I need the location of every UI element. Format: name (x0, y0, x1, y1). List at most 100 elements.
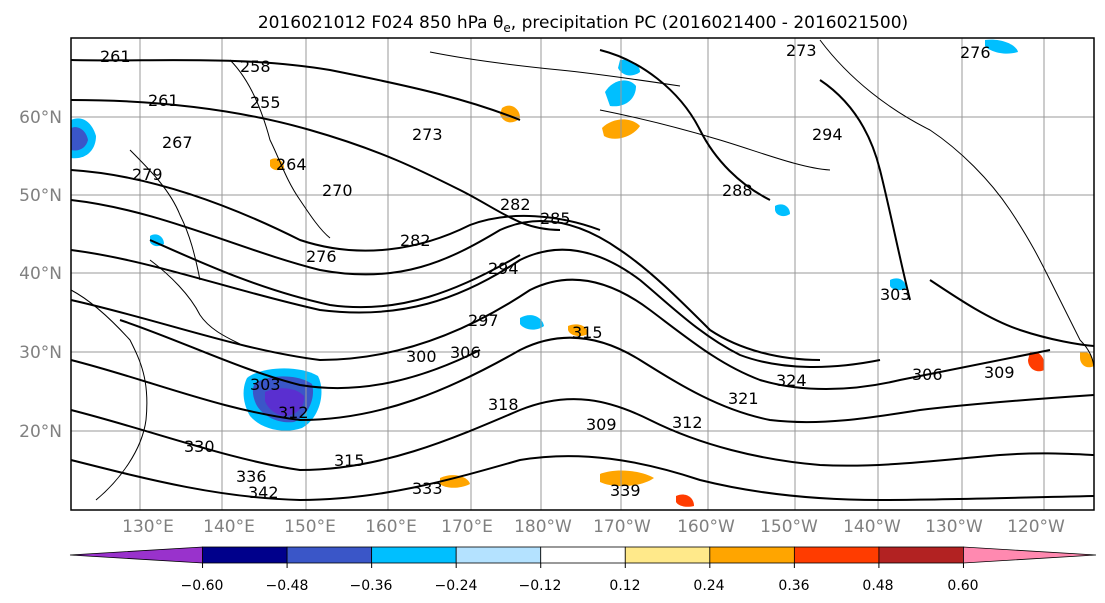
lon-tick-label: 150°E (284, 517, 336, 537)
colorbar-tick-label: −0.48 (266, 578, 309, 594)
lon-tick-label: 180°W (514, 517, 572, 537)
lat-tick-label: 40°N (19, 264, 62, 284)
contour-288 (149, 239, 521, 309)
map-title: 2016021012 F024 850 hPa θe, precipitatio… (258, 13, 908, 35)
colorbar-segment (540, 546, 626, 564)
colorbar-tick-label: 0.24 (693, 578, 724, 594)
contour-label: 273 (412, 125, 443, 144)
precip-blob-far-west-core (71, 127, 88, 151)
contour-306 (70, 278, 1051, 390)
contour-267 (70, 99, 561, 231)
contour-label: 261 (100, 47, 131, 66)
contour-273 (599, 49, 771, 201)
contour-294-east (819, 79, 911, 301)
contour-label: 312 (672, 413, 703, 432)
contour-label: 267 (162, 133, 193, 152)
contour-label: 279 (132, 165, 163, 184)
contour-label: 255 (250, 93, 281, 112)
coast-alaska-bc (819, 39, 1051, 281)
lon-tick-label: 140°E (203, 517, 255, 537)
contour-label: 303 (880, 285, 911, 304)
contour-label: 276 (306, 247, 337, 266)
contour-261 (70, 59, 521, 121)
precip-blob-south-positive-2 (440, 475, 470, 488)
colorbar-segment (371, 546, 457, 564)
contour-300 (119, 319, 481, 390)
precip-blob-south-edge (676, 494, 694, 507)
contour-label: 321 (728, 389, 759, 408)
colorbar-segment (286, 546, 373, 564)
contour-282 (70, 199, 821, 361)
colorbar-tick-label: −0.12 (519, 578, 562, 594)
precip-blob-central-negative (520, 315, 544, 330)
map-area: 261 258 255 261 267 264 273 270 279 276 … (70, 37, 1095, 511)
colorbar-tick-labels: −0.60 −0.48 −0.36 −0.24 −0.12 0.12 0.24 … (181, 578, 979, 594)
colorbar-segments (69, 546, 1097, 564)
lon-tick-label: 140°W (843, 517, 901, 537)
lon-tick-label: 160°W (677, 517, 735, 537)
contour-303-east (929, 279, 1095, 347)
contour-label: 315 (334, 451, 365, 470)
precip-blob-central-positive (568, 324, 588, 337)
theta-e-contours (70, 49, 1095, 502)
colorbar-segment (202, 546, 288, 564)
map-frame (70, 37, 1095, 511)
contour-labels: 261 258 255 261 267 264 273 270 279 276 … (100, 41, 1015, 502)
contour-label: 264 (276, 155, 307, 174)
lon-tick-label: 170°E (441, 517, 493, 537)
colorbar-segment (69, 546, 203, 564)
contour-label: 342 (248, 483, 279, 502)
contour-label: 309 (984, 363, 1015, 382)
contour-label: 333 (412, 479, 443, 498)
contour-label: 294 (812, 125, 843, 144)
lon-tick-label: 130°E (122, 517, 174, 537)
contour-label: 300 (406, 347, 437, 366)
colorbar: −0.60 −0.48 −0.36 −0.24 −0.12 0.12 0.24 … (69, 546, 1097, 594)
precip-blob-mid-negative (775, 204, 790, 217)
precip-blob-east-negative (890, 278, 906, 291)
contour-333 (70, 455, 1095, 502)
contour-label: 297 (468, 311, 499, 330)
colorbar-segment (709, 546, 795, 564)
contour-label: 318 (488, 395, 519, 414)
contour-label: 306 (912, 365, 943, 384)
precipitation-shading (71, 39, 1094, 507)
coast-kamchatka (229, 59, 331, 239)
lat-tick-label: 20°N (19, 422, 62, 442)
precip-blob-japan-negative (150, 234, 164, 247)
contour-label: 330 (184, 437, 215, 456)
contour-label: 324 (776, 371, 807, 390)
contour-label: 276 (960, 43, 991, 62)
colorbar-tick-label: 0.48 (862, 578, 893, 594)
lon-tick-label: 160°E (365, 517, 417, 537)
coast-us-west (1049, 279, 1095, 371)
coast-asia-northeast (129, 149, 201, 281)
contour-label: 306 (450, 343, 481, 362)
colorbar-tick-label: 0.12 (609, 578, 640, 594)
lat-tick-label: 60°N (19, 108, 62, 128)
colorbar-segment (624, 546, 711, 564)
contour-276 (70, 169, 601, 252)
contour-315 (70, 336, 1095, 424)
colorbar-segment (878, 546, 964, 564)
precip-blob-south-positive (600, 470, 654, 487)
contour-label: 270 (322, 181, 353, 200)
lon-tick-label: 120°W (1007, 517, 1065, 537)
colorbar-tick-label: −0.24 (435, 578, 478, 594)
colorbar-tick-label: 0.36 (778, 578, 809, 594)
colorbar-segment (455, 546, 542, 564)
coast-asia-east (70, 289, 148, 501)
coastlines (70, 39, 1095, 501)
contour-label: 294 (488, 259, 519, 278)
colorbar-tick-label: −0.36 (350, 578, 393, 594)
gridlines (71, 38, 1094, 510)
coast-aleutians (599, 109, 831, 171)
colorbar-ticks (202, 563, 964, 568)
contour-label: 261 (148, 91, 179, 110)
contour-label: 288 (722, 181, 753, 200)
contour-label: 339 (610, 481, 641, 500)
contour-label: 336 (236, 467, 267, 486)
contour-label: 303 (250, 375, 281, 394)
